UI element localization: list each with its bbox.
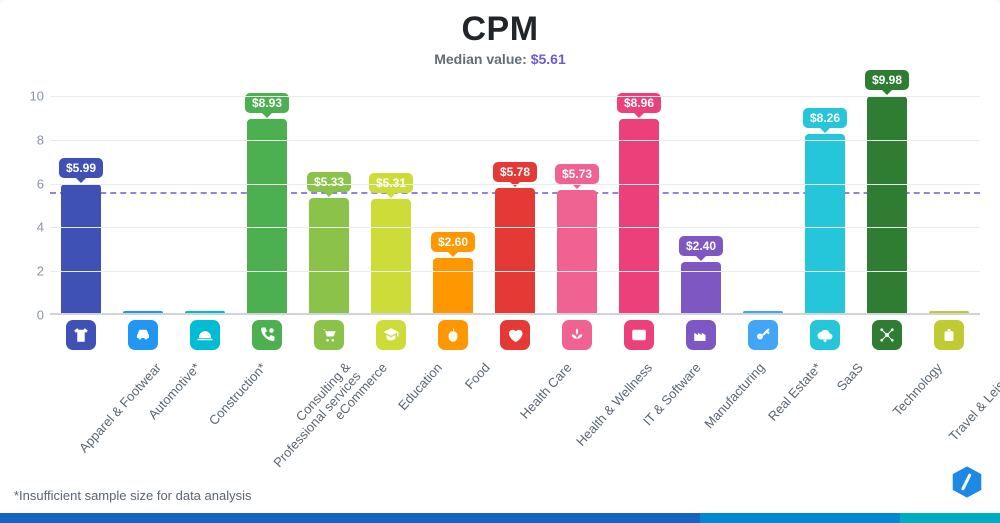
spa-icon — [562, 320, 592, 350]
phone-icon — [252, 320, 282, 350]
bar: $5.33 — [309, 198, 349, 315]
bar-slot: $5.31 — [369, 199, 413, 315]
y-tick: 8 — [20, 132, 44, 147]
bar-slot: $8.26 — [803, 134, 847, 315]
value-label: $9.98 — [865, 70, 909, 90]
code-icon — [624, 320, 654, 350]
median-value: $5.61 — [531, 51, 566, 67]
heart-icon — [500, 320, 530, 350]
value-label: $5.99 — [59, 158, 103, 178]
bottom-band — [0, 513, 1000, 523]
value-label: $2.60 — [431, 232, 475, 252]
value-label: $2.40 — [679, 236, 723, 256]
bar: $8.26 — [805, 134, 845, 315]
cloud-icon — [810, 320, 840, 350]
bag-icon — [934, 320, 964, 350]
value-label: $5.33 — [307, 172, 351, 192]
bar: $8.96 — [619, 119, 659, 315]
y-tick: 6 — [20, 176, 44, 191]
shirt-icon — [66, 320, 96, 350]
subtitle-prefix: Median value: — [434, 51, 530, 67]
network-icon — [872, 320, 902, 350]
gridline — [50, 140, 980, 141]
apple-icon — [438, 320, 468, 350]
gridline — [50, 96, 980, 97]
bar: $8.93 — [247, 119, 287, 315]
gridline — [50, 184, 980, 185]
chart-title: CPM — [0, 0, 1000, 49]
car-icon — [128, 320, 158, 350]
bar: $2.60 — [433, 258, 473, 315]
band-segment — [700, 513, 900, 523]
bar-slot: $5.99 — [59, 184, 103, 315]
factory-icon — [686, 320, 716, 350]
bar-slot: $5.78 — [493, 188, 537, 315]
grad-icon — [376, 320, 406, 350]
band-segment — [0, 513, 700, 523]
gridline — [50, 271, 980, 272]
y-tick: 10 — [20, 88, 44, 103]
cart-icon — [314, 320, 344, 350]
value-label: $8.26 — [803, 108, 847, 128]
chart-card: CPM Median value: $5.61 $5.99$8.93$5.33$… — [0, 0, 1000, 523]
bar-slot: $5.33 — [307, 198, 351, 315]
helmet-icon — [190, 320, 220, 350]
value-label: $5.73 — [555, 164, 599, 184]
bar-slot: $2.60 — [431, 258, 475, 315]
footnote: *Insufficient sample size for data analy… — [14, 488, 252, 503]
value-label: $5.78 — [493, 162, 537, 182]
category-label: Apparel & Footwear — [59, 358, 103, 488]
y-tick: 4 — [20, 220, 44, 235]
plot-area: $5.99 $8.93 $5.33 $5.31 $2.60 $5.78 $5.73 $8.96… — [50, 85, 980, 315]
brand-logo — [950, 465, 984, 499]
bar: $5.78 — [495, 188, 535, 315]
y-tick: 0 — [20, 308, 44, 323]
chart-subtitle: Median value: $5.61 — [0, 51, 1000, 67]
bar-slot: $5.73 — [555, 190, 599, 316]
band-segment — [900, 513, 1000, 523]
bar: $5.31 — [371, 199, 411, 315]
y-tick: 2 — [20, 264, 44, 279]
x-axis — [50, 313, 980, 315]
bar-slot: $9.98 — [865, 96, 909, 315]
x-labels: Apparel & FootwearAutomotive*Constructio… — [50, 358, 980, 488]
bar-slot: $8.96 — [617, 119, 661, 315]
bar: $9.98 — [867, 96, 907, 315]
icon-row — [50, 318, 980, 352]
bar: $5.73 — [557, 190, 597, 316]
key-icon — [748, 320, 778, 350]
gridline — [50, 227, 980, 228]
bars-container: $5.99 $8.93 $5.33 $5.31 $2.60 $5.78 $5.73 $8.96… — [50, 85, 980, 315]
bar-slot: $8.93 — [245, 119, 289, 315]
bar: $5.99 — [61, 184, 101, 315]
